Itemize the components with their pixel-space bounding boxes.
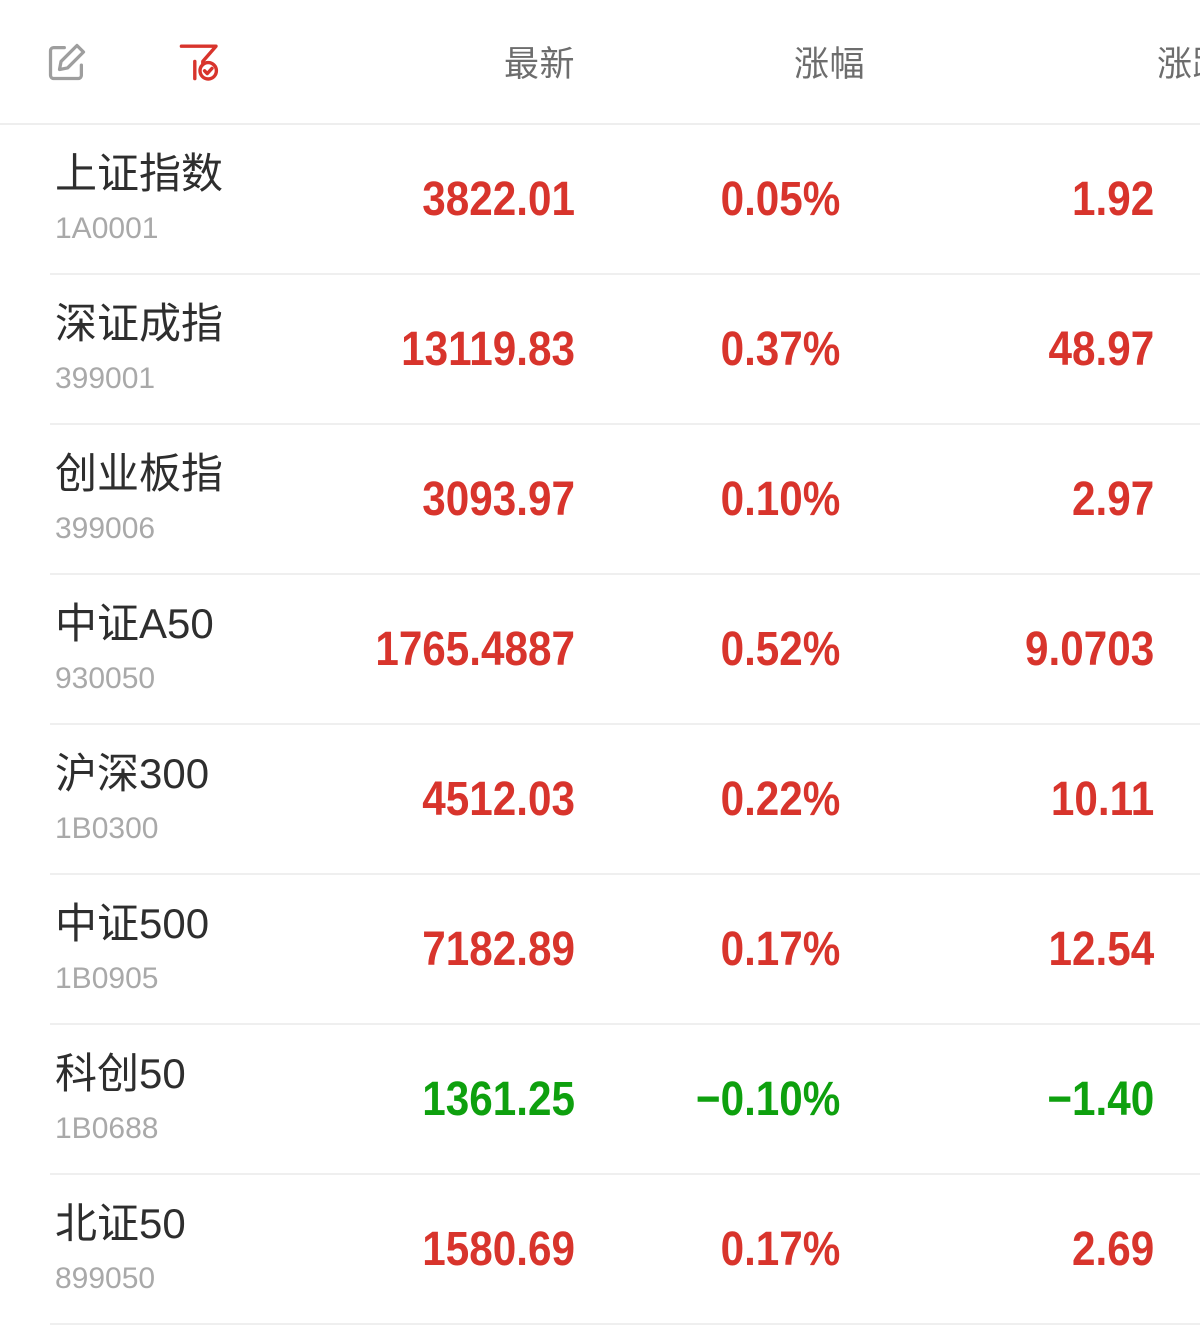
index-code: 1A0001 (55, 212, 159, 245)
change-amount: 2.69 (1072, 1223, 1155, 1276)
index-identity: 科创50 1B0688 (0, 1025, 300, 1175)
last-price: 4512.03 (422, 773, 575, 826)
index-name: 中证500 (55, 900, 210, 947)
change-percent: −0.10% (695, 1073, 841, 1126)
index-identity: 创业板指 399006 (0, 425, 300, 575)
index-name: 科创50 (55, 1050, 186, 1097)
last-price: 3822.01 (422, 173, 575, 226)
change-percent: 0.52% (720, 623, 841, 676)
change-amount: −1.40 (1047, 1073, 1155, 1126)
change-amount: 1.92 (1072, 173, 1155, 226)
index-identity: 中证A50 930050 (0, 575, 300, 725)
last-price: 1765.4887 (375, 623, 575, 676)
change-amount: 10.11 (1050, 773, 1155, 826)
last-price: 3093.97 (422, 473, 575, 526)
index-identity: 北证50 899050 (0, 1175, 300, 1325)
table-row[interactable]: 中证500 1B0905 7182.89 0.17% 12.54 (0, 875, 1200, 1025)
edit-icon (44, 39, 90, 85)
edit-watchlist-button[interactable] (32, 27, 102, 97)
quote-rows: 上证指数 1A0001 3822.01 0.05% 1.92 深证成指 399001 1311… (0, 125, 1200, 1325)
index-code: 899050 (55, 1262, 156, 1295)
last-price: 13119.83 (401, 323, 575, 376)
index-name: 上证指数 (55, 150, 224, 197)
change-amount: 2.97 (1072, 473, 1155, 526)
table-row[interactable]: 中证A50 930050 1765.4887 0.52% 9.0703 (0, 575, 1200, 725)
column-header-change-amount[interactable]: 涨跌 (1156, 45, 1200, 84)
filter-button[interactable] (164, 27, 234, 97)
index-code: 399006 (55, 512, 156, 545)
change-percent: 0.22% (720, 773, 841, 826)
column-header-change-pct[interactable]: 涨幅 (793, 45, 865, 84)
index-code: 399001 (55, 362, 156, 395)
index-name: 中证A50 (55, 600, 214, 647)
index-name: 深证成指 (55, 300, 224, 347)
table-header: 最新 涨幅 涨跌 (0, 0, 1200, 125)
change-percent: 0.05% (720, 173, 841, 226)
last-price: 7182.89 (422, 923, 575, 976)
table-row[interactable]: 创业板指 399006 3093.97 0.10% 2.97 (0, 425, 1200, 575)
column-header-last[interactable]: 最新 (503, 45, 575, 84)
change-percent: 0.17% (720, 1223, 841, 1276)
column-headers: 最新 涨幅 涨跌 (0, 0, 1200, 123)
table-row[interactable]: 深证成指 399001 13119.83 0.37% 48.97 (0, 275, 1200, 425)
index-code: 930050 (55, 662, 156, 695)
last-price: 1361.25 (422, 1073, 575, 1126)
table-row[interactable]: 科创50 1B0688 1361.25 −0.10% −1.40 (0, 1025, 1200, 1175)
index-code: 1B0300 (55, 812, 159, 845)
table-row[interactable]: 北证50 899050 1580.69 0.17% 2.69 (0, 1175, 1200, 1325)
change-percent: 0.10% (720, 473, 841, 526)
header-toolbar (0, 0, 234, 123)
filter-check-icon (175, 38, 223, 86)
change-amount: 12.54 (1048, 923, 1155, 976)
index-name: 创业板指 (55, 450, 224, 497)
change-amount: 48.97 (1048, 323, 1155, 376)
index-identity: 深证成指 399001 (0, 275, 300, 425)
index-identity: 上证指数 1A0001 (0, 125, 300, 275)
change-percent: 0.17% (720, 923, 841, 976)
index-name: 北证50 (55, 1200, 186, 1247)
table-row[interactable]: 上证指数 1A0001 3822.01 0.05% 1.92 (0, 125, 1200, 275)
index-name: 沪深300 (55, 750, 210, 797)
change-percent: 0.37% (720, 323, 841, 376)
index-identity: 中证500 1B0905 (0, 875, 300, 1025)
index-code: 1B0905 (55, 962, 159, 995)
table-row[interactable]: 沪深300 1B0300 4512.03 0.22% 10.11 (0, 725, 1200, 875)
index-code: 1B0688 (55, 1112, 159, 1145)
last-price: 1580.69 (422, 1223, 575, 1276)
change-amount: 9.0703 (1025, 623, 1155, 676)
index-identity: 沪深300 1B0300 (0, 725, 300, 875)
